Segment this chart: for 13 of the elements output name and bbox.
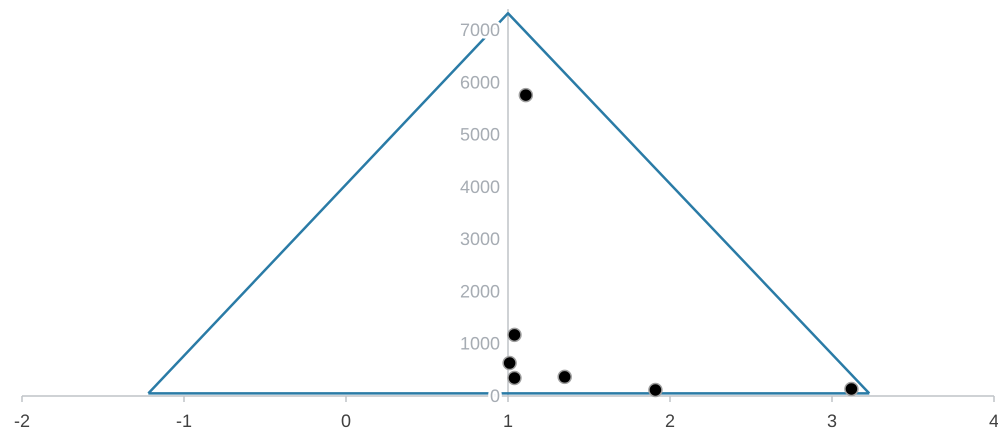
- x-tick-label: -1: [176, 411, 192, 431]
- y-tick-label: 6000: [460, 72, 500, 92]
- x-tick-label: -2: [14, 411, 30, 431]
- y-tick-label: 1000: [460, 334, 500, 354]
- x-tick-label: 1: [502, 411, 514, 431]
- x-tick-label: 4: [988, 411, 998, 431]
- x-tick-label: 2: [664, 411, 676, 431]
- y-tick-label: 4000: [460, 176, 500, 197]
- x-tick-label: 3: [826, 411, 838, 431]
- x-tick-label: 0: [340, 411, 352, 431]
- y-tick-label: 3000: [460, 229, 500, 250]
- y-tick-label: 5000: [460, 124, 500, 145]
- y-tick-label: 2000: [460, 281, 500, 302]
